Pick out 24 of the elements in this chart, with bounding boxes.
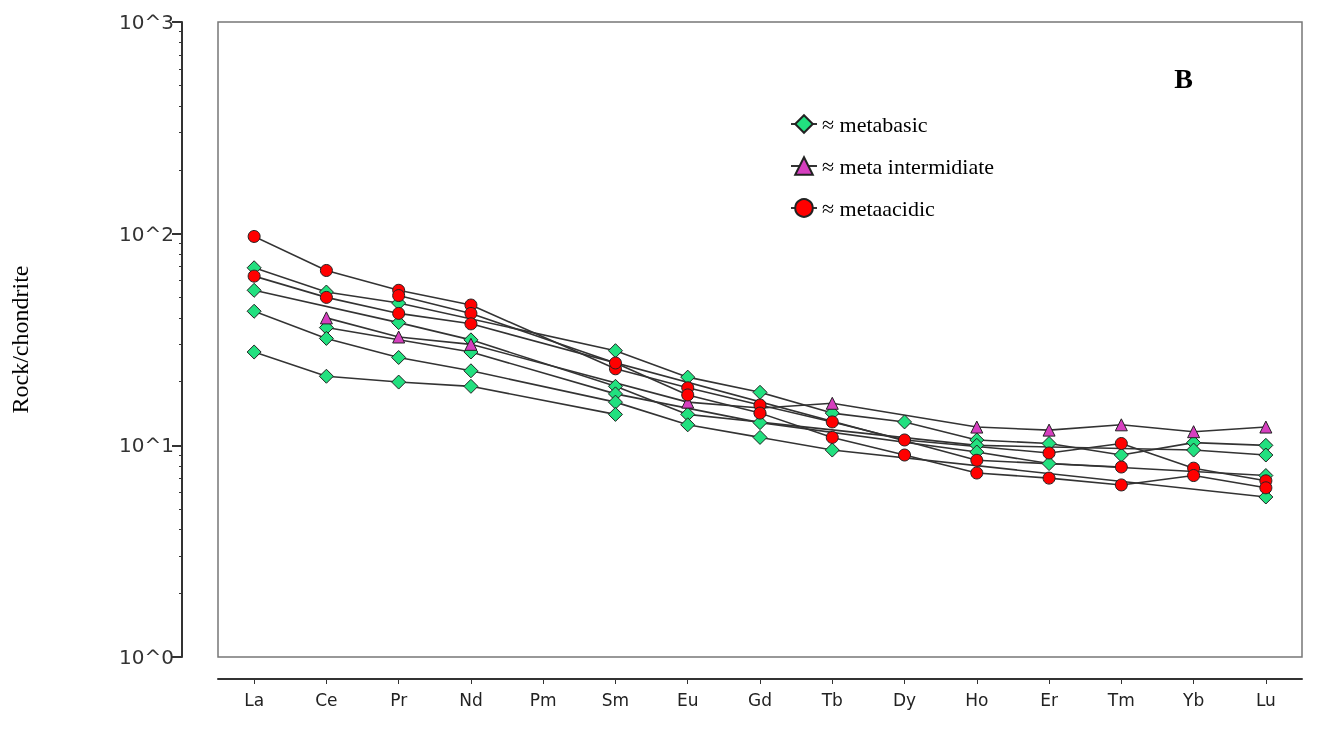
x-tick-label: Ho (965, 689, 989, 710)
x-tick-label: Sm (601, 689, 630, 710)
legend-label: ≈ meta intermidiate (822, 153, 995, 179)
y-tick-label: 10^1 (119, 433, 174, 458)
x-tick-label: Tb (820, 689, 843, 710)
x-tick-label: Nd (459, 689, 483, 710)
y-axis-title: Rock/chondrite (7, 265, 33, 414)
legend-label: ≈ metaacidic (822, 195, 936, 221)
y-tick-label: 10^0 (119, 645, 174, 669)
annotation: B (1174, 62, 1194, 94)
y-tick-label: 10^3 (119, 10, 174, 34)
x-tick-label: Dy (892, 689, 917, 710)
y-tick-label: 10^2 (119, 221, 174, 246)
x-tick-label: Yb (1182, 689, 1205, 710)
x-tick-label: Lu (1255, 689, 1276, 710)
x-tick-label: Eu (676, 689, 699, 710)
x-tick-label: Er (1040, 689, 1058, 710)
legend-label: ≈ metabasic (822, 111, 928, 137)
x-tick-label: Pr (390, 689, 408, 710)
x-tick-label: La (244, 689, 265, 710)
x-tick-label: Ce (315, 689, 338, 710)
x-tick-label: Pm (529, 689, 557, 710)
x-tick-label: Tm (1106, 689, 1135, 710)
x-tick-label: Gd (748, 689, 772, 710)
